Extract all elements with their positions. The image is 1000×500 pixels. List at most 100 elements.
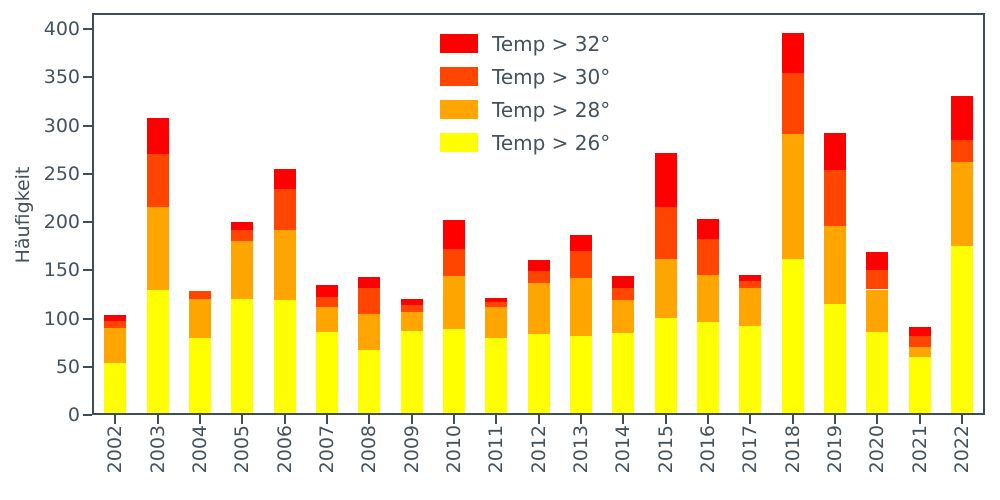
y-tick-label: 250 (43, 162, 80, 185)
y-tick-mark (83, 124, 92, 127)
x-tick-label: 2013 (569, 425, 592, 474)
x-tick-mark (410, 415, 413, 424)
bar-segment-2011-30deg (485, 302, 508, 307)
bar-segment-2008-30deg (358, 287, 381, 314)
x-tick-label: 2015 (654, 425, 677, 474)
bar-segment-2019-28deg (823, 225, 846, 304)
y-tick-mark (83, 76, 92, 79)
bar-segment-2017-28deg (739, 287, 762, 327)
x-tick-label: 2004 (188, 425, 211, 474)
x-tick-mark (325, 415, 328, 424)
x-tick-label: 2018 (781, 425, 804, 474)
bar-segment-2005-30deg (231, 229, 254, 242)
bar-segment-2003-32deg (146, 117, 169, 155)
x-tick-mark (791, 415, 794, 424)
bar-segment-2009-26deg (400, 330, 423, 413)
bar-segment-2016-30deg (696, 239, 719, 276)
bar-segment-2003-26deg (146, 290, 169, 413)
bar-segment-2011-26deg (485, 337, 508, 413)
legend-swatch-icon (440, 67, 478, 86)
bar-segment-2005-32deg (231, 221, 254, 230)
legend-label: Temp > 26° (492, 130, 611, 155)
bar-segment-2004-30deg (188, 291, 211, 300)
bar-segment-2014-30deg (612, 287, 635, 301)
bar-segment-2009-32deg (400, 299, 423, 305)
bar-segment-2008-26deg (358, 350, 381, 413)
x-tick-label: 2010 (442, 425, 465, 474)
legend-swatch-icon (440, 34, 478, 53)
bar-segment-2021-30deg (908, 335, 931, 348)
bar-segment-2007-26deg (315, 331, 338, 413)
y-tick-mark (83, 28, 92, 30)
bar-segment-2013-26deg (569, 335, 592, 413)
y-tick-mark (83, 172, 92, 175)
x-tick-mark (622, 415, 625, 424)
bar-segment-2004-28deg (188, 299, 211, 338)
bar-segment-2007-32deg (315, 284, 338, 298)
bar-segment-2021-32deg (908, 327, 931, 336)
bar-segment-2002-28deg (104, 328, 127, 363)
legend-swatch-icon (440, 100, 478, 119)
bar-segment-2008-32deg (358, 276, 381, 288)
y-tick-label: 200 (43, 211, 80, 233)
bar-segment-2022-28deg (950, 162, 973, 247)
bar-segment-2012-28deg (527, 282, 550, 334)
y-tick-label: 100 (43, 307, 80, 330)
bar-segment-2008-28deg (358, 313, 381, 351)
x-tick-label: 2020 (866, 425, 889, 474)
bar-segment-2011-28deg (485, 306, 508, 338)
y-tick-label: 150 (43, 259, 80, 282)
y-tick-mark (83, 269, 92, 272)
bar-segment-2005-26deg (231, 299, 254, 413)
bar-segment-2012-32deg (527, 259, 550, 272)
x-tick-label: 2009 (400, 425, 423, 474)
bar-segment-2015-30deg (654, 207, 677, 259)
bar-segment-2021-28deg (908, 347, 931, 358)
x-tick-mark (495, 415, 498, 424)
bar-segment-2007-30deg (315, 297, 338, 307)
bar-segment-2022-30deg (950, 139, 973, 163)
bar-segment-2009-28deg (400, 311, 423, 331)
bar-segment-2022-26deg (950, 246, 973, 413)
plot-area: Temp > 32° Temp > 30° Temp > 28° Temp > 26° (92, 13, 985, 415)
x-tick-label: 2022 (950, 425, 973, 474)
bar-segment-2020-32deg (866, 251, 889, 271)
x-tick-label: 2014 (612, 425, 635, 474)
x-tick-label: 2003 (146, 425, 169, 474)
x-tick-mark (241, 415, 244, 424)
y-tick-label: 0 (67, 404, 80, 426)
x-tick-mark (876, 415, 879, 424)
y-tick-mark (83, 221, 92, 223)
legend-item: Temp > 32° (440, 27, 610, 60)
bar-segment-2010-26deg (442, 329, 465, 413)
bar-segment-2015-32deg (654, 153, 677, 208)
bar-segment-2021-26deg (908, 357, 931, 413)
bar-segment-2018-28deg (781, 134, 804, 259)
legend-label: Temp > 28° (492, 97, 611, 122)
x-tick-label: 2011 (485, 425, 508, 474)
bar-segment-2003-28deg (146, 207, 169, 291)
bar-segment-2004-26deg (188, 337, 211, 413)
legend-item: Temp > 26° (440, 126, 610, 159)
bar-segment-2020-26deg (866, 331, 889, 413)
x-tick-mark (706, 415, 709, 424)
bar-segment-2017-26deg (739, 326, 762, 413)
bar-segment-2018-30deg (781, 73, 804, 135)
x-tick-label: 2021 (908, 425, 931, 474)
x-tick-mark (749, 415, 752, 424)
x-tick-label: 2019 (823, 425, 846, 474)
bar-segment-2006-30deg (273, 189, 296, 230)
bar-segment-2013-32deg (569, 235, 592, 251)
bar-segment-2012-30deg (527, 271, 550, 283)
bar-segment-2014-28deg (612, 300, 635, 333)
bar-segment-2010-30deg (442, 248, 465, 276)
y-tick-label: 50 (55, 355, 80, 378)
bar-segment-2016-26deg (696, 322, 719, 413)
bar-segment-2014-26deg (612, 332, 635, 413)
bar-segment-2022-32deg (950, 96, 973, 140)
x-tick-label: 2017 (739, 425, 762, 474)
legend-label: Temp > 32° (492, 31, 611, 56)
bar-segment-2015-26deg (654, 318, 677, 413)
bar-segment-2018-26deg (781, 258, 804, 413)
x-tick-label: 2012 (527, 425, 550, 474)
